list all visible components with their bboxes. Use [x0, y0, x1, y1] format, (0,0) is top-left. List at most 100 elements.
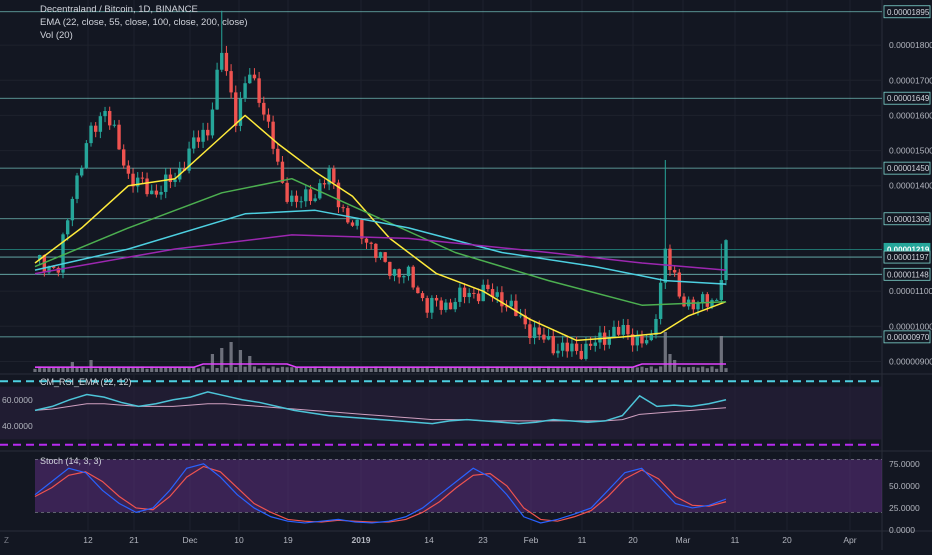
volume-bar: [173, 367, 177, 372]
volume-bar: [266, 368, 271, 372]
candle-body: [565, 342, 569, 352]
volume-bar: [220, 348, 224, 372]
candle-body: [682, 296, 686, 307]
candle-body: [187, 148, 191, 171]
price-tag-text: 0.00001219: [887, 245, 930, 254]
time-tick-label: Mar: [676, 535, 691, 545]
volume-bar: [593, 368, 597, 372]
volume-bar: [290, 367, 294, 372]
stoch-pane[interactable]: 75.0000 50.0000 25.0000 0.0000: [34, 459, 920, 535]
volume-bar: [518, 366, 523, 372]
candle-body: [574, 343, 579, 351]
candle-body: [714, 299, 719, 301]
volume-bar: [439, 368, 443, 372]
price-tick-label: 0.00001600: [889, 110, 932, 120]
candle-body: [490, 289, 495, 297]
volume-bar: [584, 367, 588, 372]
volume-bar: [210, 354, 215, 372]
volume-bar: [341, 366, 345, 372]
volume-bar: [150, 366, 154, 372]
candle-body: [201, 129, 205, 142]
candle-body: [131, 173, 135, 187]
candle-body: [537, 327, 541, 335]
volume-bar: [640, 366, 644, 372]
volume-bar: [75, 367, 79, 372]
stoch-pane-title[interactable]: Stoch (14, 3, 3): [40, 456, 102, 466]
candle-body: [430, 297, 434, 313]
time-tick-label: Dec: [182, 535, 198, 545]
volume-bar: [262, 366, 266, 372]
volume-bar: [94, 368, 98, 372]
candle-body: [724, 240, 728, 281]
stoch-k-line: [34, 463, 727, 524]
price-tag-text: 0.00001895: [887, 8, 930, 17]
candle-body: [173, 179, 177, 182]
price-tag-box: [883, 91, 931, 105]
candle-body: [196, 137, 201, 142]
candle-body: [518, 315, 523, 317]
volume-legend[interactable]: Vol (20): [40, 30, 73, 41]
candle-body: [61, 234, 65, 273]
time-axis[interactable]: 12 21 Dec 10 19 2019 14 23 Feb 11 20 Mar 11 20 Apr: [83, 535, 857, 545]
candle-body: [523, 315, 527, 325]
candle-body: [136, 177, 140, 187]
timezone-button[interactable]: Z: [4, 536, 9, 545]
volume-bar: [654, 368, 658, 372]
candle-body: [556, 350, 560, 354]
volume-bar: [668, 354, 672, 372]
price-tag-text: 0.00001649: [887, 94, 930, 103]
volume-bar: [350, 367, 355, 372]
candle-body: [103, 111, 107, 117]
price-tag-text: 0.00001450: [887, 164, 930, 173]
volume-bar: [168, 366, 172, 372]
price-tag-text: 0.00001148: [887, 270, 929, 279]
volume-bar: [528, 366, 532, 372]
rsi-tick-label: 60.0000: [2, 395, 33, 405]
volume-bar: [285, 367, 289, 372]
price-level-tag: 0.00001649: [883, 91, 931, 105]
candle-body: [84, 143, 89, 169]
volume-bar: [481, 368, 485, 372]
volume-bar: [490, 368, 495, 372]
candle-body: [374, 243, 378, 258]
candle-body: [700, 294, 705, 304]
volume-bar: [33, 368, 37, 372]
volume-bar: [383, 366, 387, 372]
candle-body: [350, 222, 355, 226]
volume-bar: [565, 366, 569, 372]
ema-legend[interactable]: EMA (22, close, 55, close, 100, close, 2…: [40, 17, 248, 28]
candle-body: [248, 74, 252, 84]
volume-bar: [206, 368, 210, 372]
volume-bar: [425, 366, 429, 372]
candle-body: [453, 301, 457, 310]
price-axis[interactable]: 0.00001800 0.00001700 0.00001600 0.00001500…: [883, 5, 932, 367]
candle-body: [434, 297, 439, 301]
volume-bar: [514, 367, 518, 372]
symbol-legend: Decentraland / Bitcoin, 1D, BINANCE EMA …: [40, 3, 248, 42]
candle-body: [607, 336, 611, 345]
symbol-title[interactable]: Decentraland / Bitcoin, 1D, BINANCE: [40, 4, 198, 15]
rsi-line: [34, 391, 727, 425]
rsi-pane[interactable]: 60.0000 40.0000: [0, 380, 882, 446]
volume-bar: [66, 367, 70, 372]
volume-bar: [187, 367, 191, 372]
volume-bar: [673, 360, 677, 372]
stoch-tick-label: 0.0000: [889, 525, 915, 535]
candle-body: [126, 165, 131, 174]
volume-bar: [416, 366, 420, 372]
volume-bar: [523, 367, 527, 372]
price-level-tag: 0.00000970: [883, 330, 931, 344]
volume-bar: [47, 366, 51, 372]
candle-body: [696, 303, 700, 310]
volume-bar: [276, 367, 280, 372]
rsi-pane-title[interactable]: CM_RSI_EMA (22, 12): [40, 377, 132, 387]
volume-bar: [607, 366, 611, 372]
candle-body: [719, 280, 724, 300]
candle-body: [47, 266, 51, 273]
volume-bar: [182, 366, 187, 372]
price-pane[interactable]: [0, 10, 882, 372]
candle-body: [276, 148, 280, 162]
